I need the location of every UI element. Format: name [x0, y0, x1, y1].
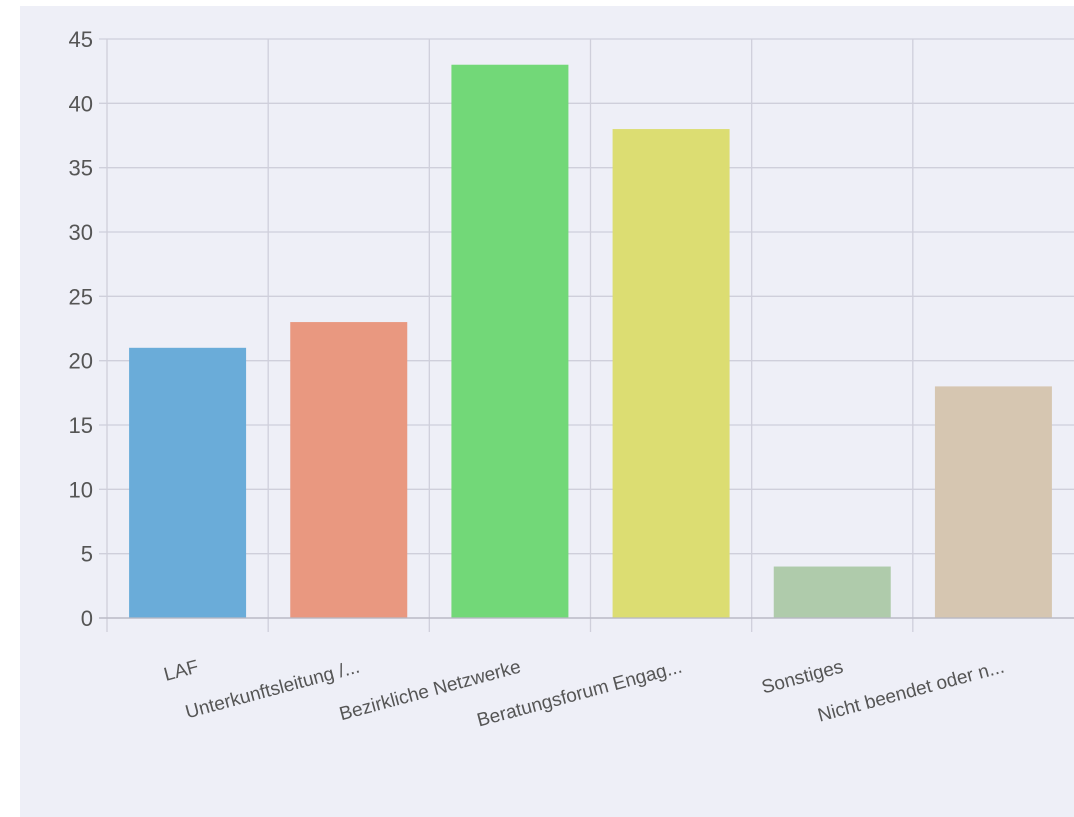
- x-category-label: Unterkunftsleitung /...: [183, 657, 362, 724]
- bar: [290, 322, 408, 618]
- bar: [934, 386, 1052, 618]
- x-category-label: Sonstiges: [759, 657, 845, 699]
- y-tick-label: 40: [69, 91, 93, 116]
- bar: [612, 129, 730, 619]
- bar: [773, 566, 891, 618]
- bar: [129, 347, 247, 618]
- y-tick-label: 5: [81, 542, 93, 567]
- y-tick-label: 15: [69, 413, 93, 438]
- grid-layer: [99, 38, 1074, 632]
- x-category-label: Nicht beendet oder n...: [816, 657, 1007, 727]
- x-category-label: LAF: [162, 657, 201, 686]
- y-tick-label: 10: [69, 477, 93, 502]
- y-tick-label: 30: [69, 220, 93, 245]
- y-tick-labels: 0 5 10 15 20 25 30 35 40 45: [69, 27, 93, 631]
- chart-panel: 0 5 10 15 20 25 30 35 40 45 LAF Unterkunftsleitung…: [20, 6, 1074, 817]
- bar: [451, 64, 569, 618]
- y-tick-label: 35: [69, 156, 93, 181]
- bar-layer: [129, 64, 1052, 619]
- bar-chart: 0 5 10 15 20 25 30 35 40 45 LAFUnterkunftsleitung…: [69, 27, 1074, 732]
- y-tick-label: 45: [69, 27, 93, 52]
- y-tick-label: 25: [69, 284, 93, 309]
- y-tick-label: 20: [69, 349, 93, 374]
- y-tick-label: 0: [81, 606, 93, 631]
